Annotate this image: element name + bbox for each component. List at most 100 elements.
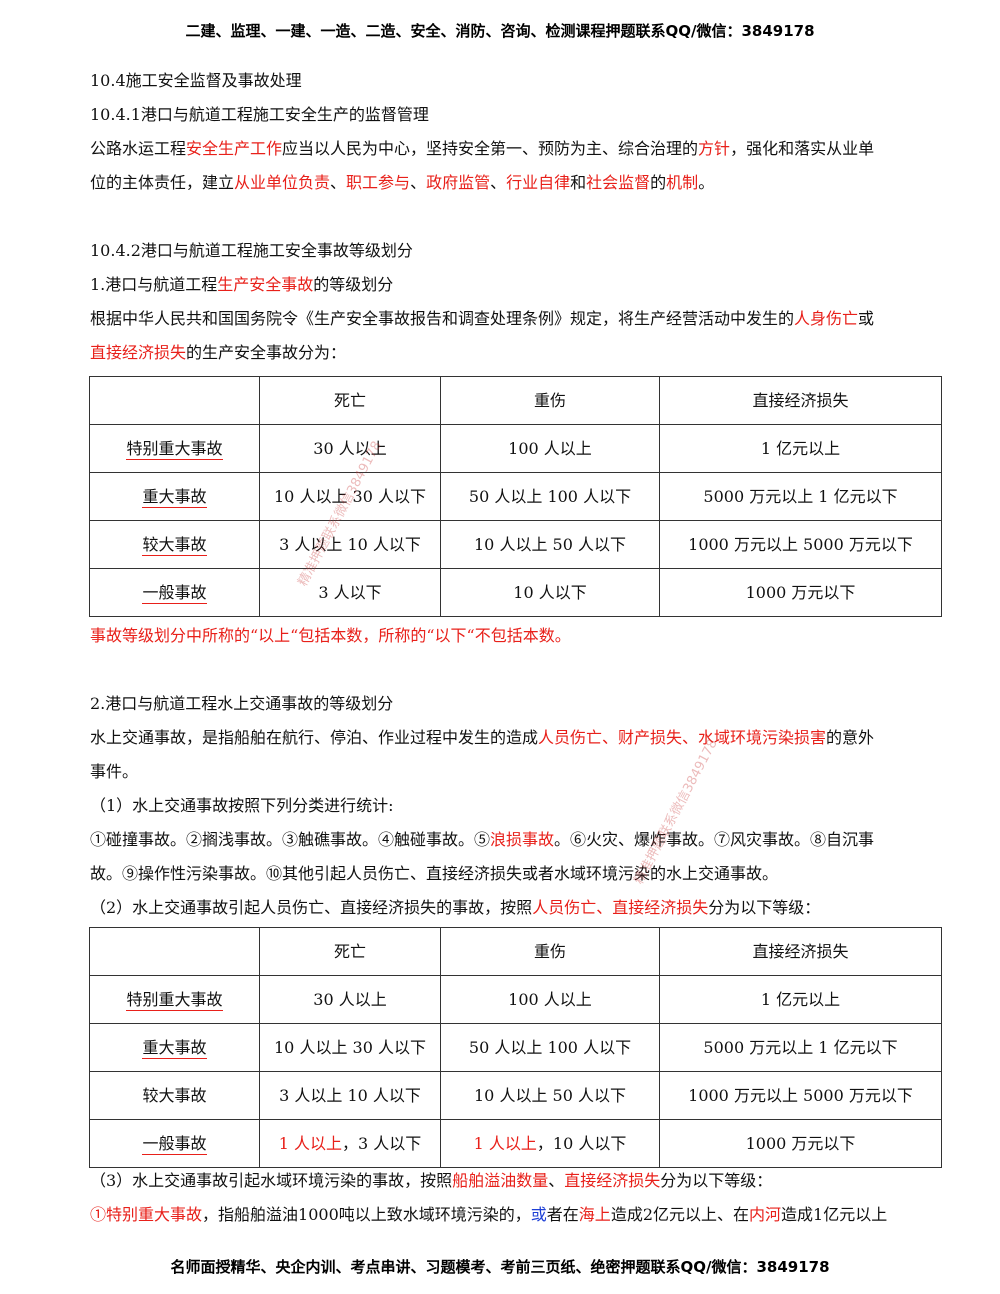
text: 1.港口与航道工程: [90, 275, 218, 294]
highlight: 人身伤亡: [794, 309, 859, 328]
table-row: 一般事故 3 人以下 10 人以下 1000 万元以下: [89, 568, 942, 617]
table-cell: 5000 万元以上 1 亿元以下: [659, 1023, 942, 1072]
section-heading-10-4-1: 10.4.1港口与航道工程施工安全生产的监督管理: [90, 105, 429, 124]
table-cell: 30 人以上: [259, 424, 441, 473]
highlight: 行业自律: [506, 173, 571, 192]
highlight: 直接经济损失: [564, 1171, 661, 1190]
text: 分为以下等级：: [660, 1171, 773, 1190]
paragraph-regulation: 根据中华人民共和国国务院令《生产安全事故报告和调查处理条例》规定，将生产经营活动…: [90, 302, 940, 336]
text: （2）水上交通事故引起人员伤亡、直接经济损失的事故，按照: [90, 898, 533, 917]
text: （3）水上交通事故引起水域环境污染的事故，按照: [90, 1171, 453, 1190]
subheading-production-accidents: 1.港口与航道工程生产安全事故的等级划分: [90, 268, 940, 302]
table-cell: 3 人以上 10 人以下: [259, 520, 441, 569]
row-label-text: 重大事故: [142, 486, 207, 508]
text: 位的主体责任，建立: [90, 173, 235, 192]
table-cell: 10 人以上 30 人以下: [259, 1023, 441, 1072]
text: 公路水运工程: [90, 139, 187, 158]
table-cell: 1 人以上，3 人以下: [259, 1119, 441, 1168]
highlight: 职工参与: [346, 173, 411, 192]
paragraph-safety-policy-cont: 位的主体责任，建立从业单位负责、职工参与、政府监管、行业自律和社会监督的机制。: [90, 166, 940, 200]
highlight: 浪损事故: [490, 830, 555, 849]
paragraph-classification-list: ①碰撞事故。②搁浅事故。③触礁事故。④触碰事故。⑤浪损事故。⑥火灾、爆炸事故。⑦…: [90, 823, 940, 857]
highlight: 内河: [749, 1205, 782, 1224]
text: 、: [330, 173, 347, 192]
table-row: 较大事故 3 人以上 10 人以下 10 人以上 50 人以下 1000 万元以…: [89, 1071, 942, 1120]
highlight: 船舶溢油数量: [452, 1171, 549, 1190]
highlight: 人员伤亡、财产损失、水域环境污染损害: [538, 728, 827, 747]
text: 根据中华人民共和国国务院令《生产安全事故报告和调查处理条例》规定，将生产经营活动…: [90, 309, 795, 328]
subheading-water-traffic: 2.港口与航道工程水上交通事故的等级划分: [90, 694, 394, 713]
highlight: ①: [90, 1205, 107, 1224]
section-heading-10-4: 10.4施工安全监督及事故处理: [90, 71, 302, 90]
highlight: 1 人以上: [473, 1133, 537, 1153]
row-label-text: 较大事故: [142, 534, 207, 556]
header-cell: 重伤: [440, 927, 660, 976]
highlight: 机制: [666, 173, 699, 192]
table-cell: 1 人以上，10 人以下: [440, 1119, 660, 1168]
row-label-text: 特别重大事故: [126, 438, 223, 460]
header-cell: 直接经济损失: [659, 376, 942, 425]
table-cell: 1000 万元以上 5000 万元以下: [659, 1071, 942, 1120]
text: 造成2亿元以上、在: [610, 1205, 749, 1224]
table-cell: 1000 万元以上 5000 万元以下: [659, 520, 942, 569]
table-cell: 3 人以下: [259, 568, 441, 617]
paragraph-classification-list-cont: 故。⑨操作性污染事故。⑩其他引起人员伤亡、直接经济损失或者水域环境污染的水上交通…: [90, 864, 779, 883]
header-cell: 死亡: [259, 376, 441, 425]
row-label: 特别重大事故: [89, 424, 260, 473]
table-cell: 1 亿元以上: [659, 424, 942, 473]
table-header-row: 死亡 重伤 直接经济损失: [89, 927, 942, 976]
text: 或: [858, 309, 875, 328]
table-cell: 10 人以上 30 人以下: [259, 472, 441, 521]
row-label-text: 特别重大事故: [126, 989, 223, 1011]
highlight-blue: 或: [530, 1205, 547, 1224]
text: 。: [698, 173, 715, 192]
highlight: 直接经济损失: [90, 343, 187, 362]
paragraph-pollution-grade-1: ①特别重大事故，指船舶溢油1000吨以上致水域环境污染的，或者在海上造成2亿元以…: [90, 1198, 940, 1232]
text: ，3 人以下: [342, 1133, 422, 1153]
table-cell: 5000 万元以上 1 亿元以下: [659, 472, 942, 521]
section-heading-10-4-2: 10.4.2港口与航道工程施工安全事故等级划分: [90, 241, 413, 260]
header-cell: 直接经济损失: [659, 927, 942, 976]
text: 者在: [546, 1205, 579, 1224]
table-cell: 1000 万元以下: [659, 1119, 942, 1168]
row-label-text: 重大事故: [142, 1037, 207, 1059]
table-row: 一般事故 1 人以上，3 人以下 1 人以上，10 人以下 1000 万元以下: [89, 1119, 942, 1168]
table-cell: 100 人以上: [440, 975, 660, 1024]
table-row: 重大事故 10 人以上 30 人以下 50 人以上 100 人以下 5000 万…: [89, 1023, 942, 1072]
row-label: 较大事故: [89, 1071, 260, 1120]
highlight: 从业单位负责: [234, 173, 331, 192]
text: ①碰撞事故。②搁浅事故。③触礁事故。④触碰事故。⑤: [90, 830, 491, 849]
highlight: 生产安全事故: [217, 275, 314, 294]
header-cell: [89, 927, 260, 976]
text: 的等级划分: [313, 275, 394, 294]
highlight: 社会监督: [586, 173, 651, 192]
header-cell: 重伤: [440, 376, 660, 425]
text: 和: [570, 173, 587, 192]
table-row: 特别重大事故 30 人以上 100 人以上 1 亿元以上: [89, 975, 942, 1024]
text: 的: [650, 173, 667, 192]
paragraph-pollution-intro: （3）水上交通事故引起水域环境污染的事故，按照船舶溢油数量、直接经济损失分为以下…: [90, 1164, 940, 1198]
table-cell: 50 人以上 100 人以下: [440, 472, 660, 521]
highlight: 1 人以上: [278, 1133, 342, 1153]
paragraph-water-traffic-def: 水上交通事故，是指船舶在航行、停泊、作业过程中发生的造成人员伤亡、财产损失、水域…: [90, 721, 940, 755]
table-cell: 30 人以上: [259, 975, 441, 1024]
highlight: 特别重大事故: [106, 1205, 203, 1224]
paragraph-regulation-cont: 直接经济损失的生产安全事故分为：: [90, 336, 940, 370]
text: 造成1亿元以上: [781, 1205, 888, 1224]
table-header-row: 死亡 重伤 直接经济损失: [89, 376, 942, 425]
row-label: 较大事故: [89, 520, 260, 569]
text: 、: [548, 1171, 565, 1190]
row-label: 特别重大事故: [89, 975, 260, 1024]
paragraph-classification-intro: （1）水上交通事故按照下列分类进行统计:: [90, 796, 394, 815]
highlight: 海上: [578, 1205, 611, 1224]
highlight: 人员伤亡、直接经济损失: [532, 898, 709, 917]
highlight: 方针: [698, 139, 731, 158]
table-cell: 10 人以上 50 人以下: [440, 1071, 660, 1120]
text: 水上交通事故，是指船舶在航行、停泊、作业过程中发生的造成: [90, 728, 539, 747]
row-label-text: 一般事故: [142, 1133, 207, 1155]
highlight: 政府监管: [426, 173, 491, 192]
row-label: 一般事故: [89, 1119, 260, 1168]
table-cell: 3 人以上 10 人以下: [259, 1071, 441, 1120]
text: 分为以下等级：: [708, 898, 821, 917]
table-cell: 50 人以上 100 人以下: [440, 1023, 660, 1072]
